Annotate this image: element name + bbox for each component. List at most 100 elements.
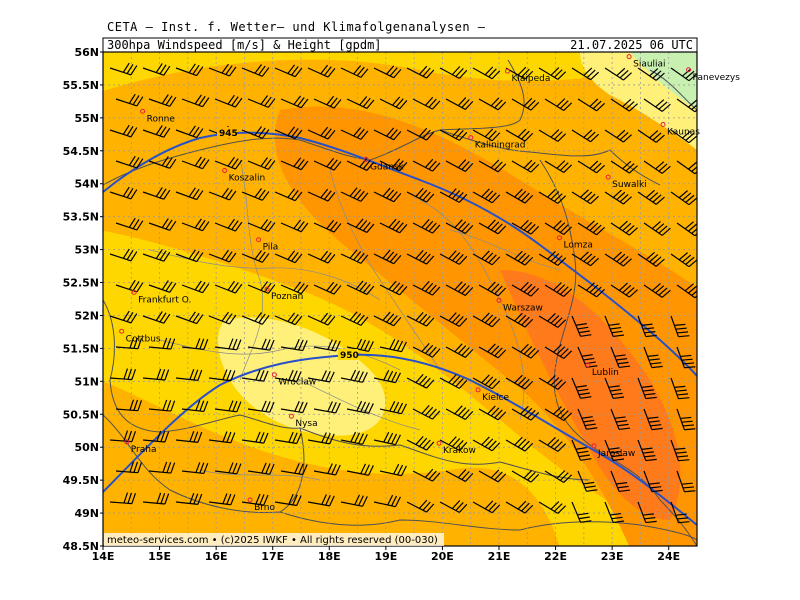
wind-barb: [670, 190, 697, 206]
wind-barb: [637, 501, 657, 524]
lat-tick-label: 52.5N: [63, 277, 99, 290]
wind-speed-field: [103, 52, 697, 546]
wind-barb: [445, 219, 474, 234]
wind-barb: [373, 187, 402, 203]
wind-barb: [505, 66, 534, 80]
wind-barb: [511, 97, 540, 111]
wind-barb: [670, 315, 690, 338]
wind-barb: [676, 221, 697, 237]
lon-tick-label: 19E: [374, 550, 397, 563]
lat-tick-label: 54N: [74, 178, 99, 191]
wind-barb: [346, 463, 374, 476]
wind-barb: [247, 338, 275, 351]
city-label: Nysa: [295, 419, 317, 429]
wind-barb: [571, 189, 600, 205]
wind-barb: [406, 65, 435, 79]
wind-barb: [379, 401, 407, 415]
wind-barb: [148, 94, 177, 107]
wind-barb: [439, 374, 468, 389]
wind-barb: [307, 126, 336, 140]
wind-barb: [544, 220, 573, 235]
wind-barb: [346, 96, 375, 109]
wind-barb: [571, 251, 600, 267]
wind-barb: [406, 373, 435, 389]
wind-barb: [109, 248, 138, 262]
lat-tick-label: 55.5N: [63, 79, 99, 92]
wind-barb: [445, 281, 474, 296]
wind-barb: [313, 401, 341, 414]
wind-barb: [643, 282, 671, 298]
wind-barb: [340, 65, 369, 78]
wind-barb: [379, 96, 408, 110]
wind-barb: [148, 337, 176, 350]
wind-barb: [505, 250, 534, 266]
wind-barb: [643, 346, 663, 369]
city-label: Lomza: [564, 241, 593, 251]
wind-barb: [571, 129, 600, 143]
wind-barb: [406, 311, 435, 327]
wind-barb: [577, 220, 606, 236]
wind-barb: [412, 96, 441, 110]
wind-barb: [373, 311, 402, 327]
wind-barb: [637, 315, 657, 338]
wind-barb: [280, 281, 309, 295]
wind-barb: [307, 64, 336, 78]
wind-barb: [142, 187, 171, 200]
city-marker: [124, 439, 130, 445]
wind-barb: [247, 462, 275, 475]
wind-barb: [214, 338, 242, 351]
wind-barb: [538, 67, 567, 80]
city-label: Poznan: [271, 292, 303, 302]
wind-barb: [577, 160, 606, 174]
wind-barb: [577, 470, 598, 492]
wind-barb: [604, 315, 625, 338]
lon-tick-label: 18E: [318, 550, 341, 563]
wind-barb: [511, 281, 540, 297]
city-marker: [140, 108, 146, 114]
lat-tick-label: 50.5N: [63, 408, 99, 421]
lon-tick-label: 15E: [148, 550, 171, 563]
wind-barb: [604, 439, 625, 462]
city-label: Klaipeda: [511, 74, 550, 84]
wind-barb: [214, 94, 243, 108]
wind-barb: [280, 338, 308, 352]
wind-barb: [637, 377, 657, 400]
wind-barb: [274, 188, 303, 202]
wind-barb: [148, 399, 176, 412]
header-title: CETA — Inst. f. Wetter— und Klimafolgena…: [107, 20, 486, 34]
wind-barb: [340, 431, 368, 445]
wind-barb: [307, 432, 335, 445]
wind-barb: [511, 159, 540, 173]
city-marker: [131, 289, 137, 295]
city-label: Cottbus: [126, 334, 161, 344]
city-marker: [686, 67, 692, 73]
lon-tick-label: 24E: [657, 550, 680, 563]
wind-barb: [604, 501, 625, 524]
wind-barb: [604, 67, 632, 81]
wind-barb: [109, 186, 138, 200]
wind-barb: [412, 219, 441, 234]
wind-barb: [241, 126, 270, 139]
lon-tick-label: 20E: [431, 550, 454, 563]
wind-barb: [676, 408, 696, 431]
wind-barb: [241, 188, 270, 201]
wind-barb: [181, 400, 209, 413]
wind-barb: [373, 127, 402, 141]
wind-barb: [346, 338, 374, 352]
city-label: Kielce: [482, 393, 509, 403]
wind-barb: [538, 501, 567, 514]
wind-barb: [544, 406, 573, 421]
wind-barb: [373, 370, 401, 384]
wind-barb: [307, 312, 336, 326]
wind-barb: [346, 218, 375, 233]
wind-barb: [274, 312, 303, 326]
wind-barb: [544, 160, 573, 173]
wind-barb: [643, 98, 671, 112]
wind-barb: [181, 218, 210, 232]
wind-barb: [175, 369, 203, 381]
wind-barb: [544, 282, 573, 297]
wind-barb: [670, 252, 697, 268]
footer-bg: [104, 533, 444, 546]
wind-barb: [406, 249, 435, 265]
wind-barb: [439, 312, 468, 327]
